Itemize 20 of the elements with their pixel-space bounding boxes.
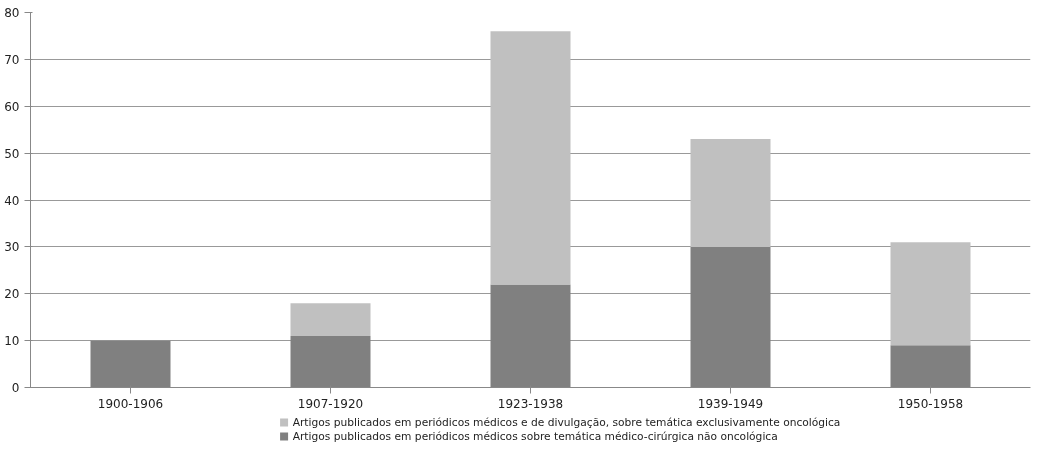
x-tick-label: 1939-1949 [697, 396, 764, 411]
y-tick-label: 40 [4, 193, 20, 208]
x-tick-label: 1907-1920 [297, 396, 364, 411]
y-tick-label: 30 [4, 240, 20, 255]
bar [490, 31, 571, 285]
legend-label: Artigos publicados em periódicos médicos sobre temática médico-cirúrgica não oncológica [292, 430, 778, 443]
y-tick-label: 80 [4, 6, 20, 20]
x-tick-label: 1923-1938 [497, 396, 564, 411]
y-tick-label: 10 [4, 334, 20, 349]
legend-label: Artigos publicados em periódicos médicos e de divulgação, sobre temática exclusivamente oncológica [292, 416, 841, 429]
x-tick-label: 1900-1906 [97, 396, 164, 411]
y-tick-label: 50 [4, 146, 20, 161]
bar [690, 139, 771, 247]
bar [290, 303, 371, 336]
y-tick-label: 20 [4, 287, 20, 302]
bar [890, 242, 971, 346]
y-tick-label: 0 [11, 381, 20, 395]
y-tick-label: 70 [4, 52, 20, 67]
x-tick-label: 1950-1958 [897, 396, 964, 411]
y-tick-label: 60 [4, 99, 20, 114]
